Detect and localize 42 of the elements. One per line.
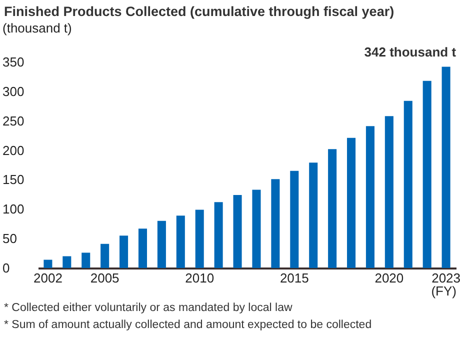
- x-tick-label: 2010: [185, 270, 214, 286]
- y-tick-label: 0: [2, 260, 10, 276]
- bar: [271, 179, 280, 268]
- y-tick-label: 200: [2, 142, 24, 158]
- bar: [442, 66, 450, 268]
- bar: [347, 138, 356, 268]
- bar: [138, 228, 147, 268]
- bar: [176, 216, 185, 268]
- bar: [157, 220, 166, 268]
- bar: [384, 116, 394, 268]
- bar: [290, 170, 299, 268]
- bar: [422, 80, 432, 268]
- x-tick-label: 2020: [374, 270, 404, 286]
- bar: [328, 149, 337, 268]
- bar: [404, 100, 412, 268]
- bar: [62, 256, 72, 268]
- text: * Collected either voluntarily or as mandated by local law: [4, 301, 294, 316]
- y-tick-label: 50: [2, 231, 17, 246]
- bar: [214, 202, 223, 268]
- x-tick-label: 2002: [33, 270, 62, 286]
- bar: [309, 162, 318, 268]
- bar: [195, 210, 204, 268]
- bar: [100, 244, 110, 268]
- bar: [120, 236, 128, 268]
- bar: [233, 195, 242, 268]
- annotation: 342 thousand t: [364, 44, 457, 60]
- y-tick-label: 350: [2, 54, 24, 70]
- chart-title: Finished Products Collected (cumulative through fiscal year): [4, 4, 394, 19]
- y-tick-label: 250: [2, 113, 24, 128]
- x-tick-label: 2005: [90, 270, 120, 286]
- text: * Sum of amount actually collected and amount expected to be collected: [4, 318, 372, 333]
- y-axis-title: (thousand t): [2, 20, 72, 36]
- bar: [82, 252, 90, 268]
- x-tick-label: 2023: [432, 270, 460, 286]
- x-axis-title: (FY): [431, 284, 456, 298]
- y-tick-label: 150: [2, 172, 24, 188]
- x-tick-label: 2015: [280, 270, 309, 286]
- y-tick-label: 100: [2, 202, 24, 217]
- bar: [44, 260, 52, 268]
- y-tick-label: 300: [2, 84, 24, 99]
- bar: [366, 126, 374, 268]
- bar: [252, 190, 261, 268]
